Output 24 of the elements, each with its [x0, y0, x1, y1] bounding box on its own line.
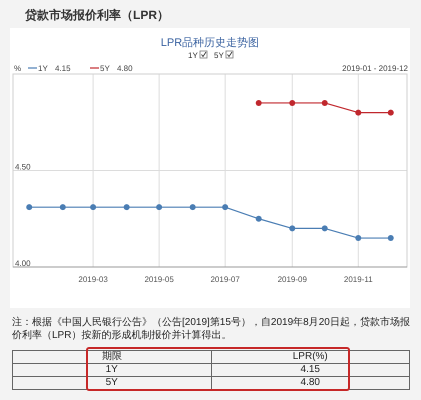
- text: 2019-01 - 2019-12: [342, 64, 409, 73]
- text: LPR(%): [211, 350, 410, 364]
- text: 4.80: [211, 376, 410, 390]
- text: 4.80: [117, 64, 134, 73]
- y-tick-label: 4.50: [15, 162, 32, 172]
- text: 4.15: [55, 64, 72, 73]
- x-tick-label: 2019-05: [144, 275, 174, 284]
- chart-title: 贷款市场报价利率（LPR）: [24, 8, 169, 22]
- y-axis-title: %: [14, 64, 22, 73]
- x-tick-label: 2019-07: [210, 275, 240, 284]
- x-tick-label: 2019-11: [344, 275, 374, 284]
- x-tick-label: 2019-03: [78, 275, 108, 284]
- x-tick-label: 2019-09: [278, 275, 308, 284]
- text: 4.15: [211, 364, 410, 376]
- legend-label: 1Y: [38, 64, 48, 73]
- text: 注：根据《中国人民银行公告》（公告[2019]第15号），自2019年8月20日起，贷款市场报价利率（LPR）按新的形成机制报价并计算得出。: [12, 316, 410, 342]
- text: 期限: [12, 350, 211, 364]
- text: 1Y: [12, 364, 211, 376]
- text: 5Y: [12, 376, 211, 390]
- legend-label: 5Y: [100, 64, 110, 73]
- y-tick-label: 4.00: [15, 259, 32, 268]
- text: 5Y: [214, 51, 224, 60]
- chart-subtitle: LPR品种历史走势图: [160, 36, 260, 49]
- text: 1Y: [188, 51, 198, 60]
